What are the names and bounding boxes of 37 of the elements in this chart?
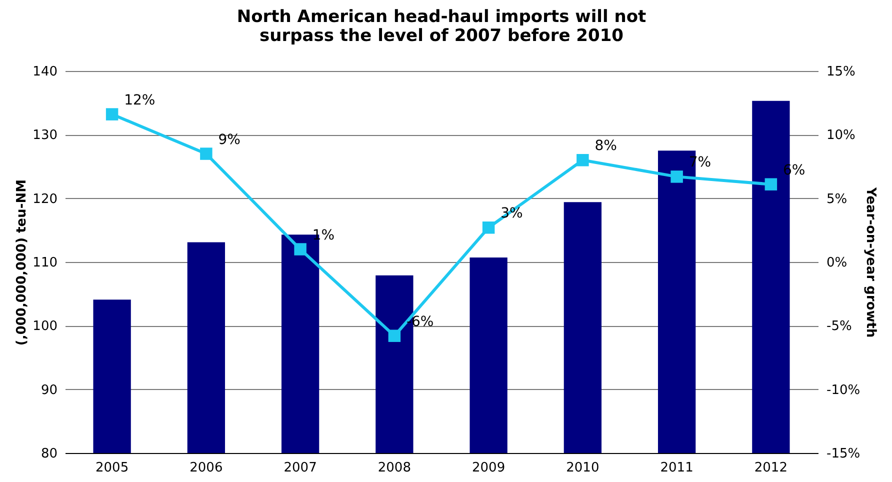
x-tick-label: 2005 [96, 460, 129, 476]
chart-title: North American head-haul imports will not surpass the level of 2007 before 2010 [236, 7, 646, 46]
y-tick-label: 140 [32, 64, 58, 80]
x-tick-label: 2010 [566, 460, 600, 476]
point [106, 108, 118, 120]
x-tick-label: 2012 [754, 460, 788, 476]
data-label: 9% [218, 132, 240, 148]
data-label: 12% [124, 92, 156, 108]
x-tick-label: 2007 [284, 460, 317, 476]
y-tick-label: 90 [40, 382, 58, 398]
y2-tick-label: 10% [826, 128, 856, 144]
x-tick-label: 2008 [378, 460, 411, 476]
x-tick-label: 2009 [472, 460, 506, 476]
point [670, 170, 683, 183]
point [388, 330, 401, 342]
point [764, 178, 778, 190]
y-tick-label: 80 [40, 446, 58, 462]
y-tick-label: 100 [32, 319, 58, 334]
y2-tick-label: -15% [826, 446, 860, 462]
y2-tick-label: 0% [826, 256, 848, 270]
y-tick-label: 130 [32, 128, 58, 144]
y2-axis-title: Year-on-year growth [863, 186, 878, 338]
point [576, 154, 589, 166]
x-tick-label: 2006 [190, 460, 223, 476]
point [294, 243, 306, 256]
y2-tick-label: -10% [826, 382, 860, 398]
y2-tick-label: -5% [826, 319, 852, 334]
y2-tick-label: 5% [826, 192, 848, 207]
point [482, 221, 495, 234]
data-label: 1% [312, 227, 335, 244]
y2-tick-label: 15% [826, 64, 856, 80]
point [200, 148, 212, 160]
x-tick-label: 2011 [660, 460, 694, 476]
y-axis-title: (,000,000,000) teu-NM [14, 179, 30, 346]
data-label: 8% [594, 138, 617, 154]
y-tick-label: 120 [32, 192, 58, 207]
y-tick-label: 110 [32, 256, 58, 270]
